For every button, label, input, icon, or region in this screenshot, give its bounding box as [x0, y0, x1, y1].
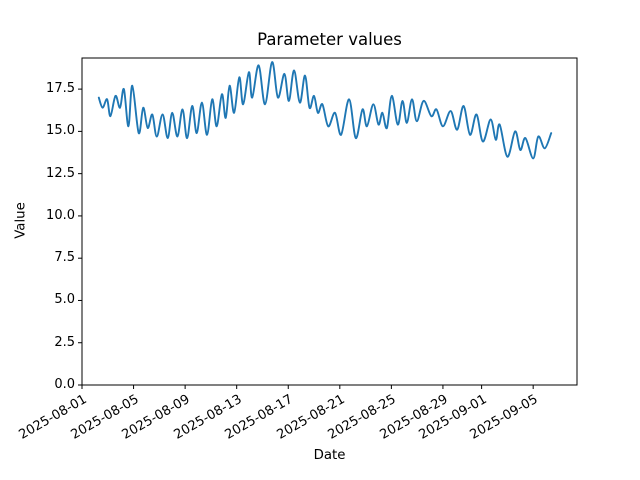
y-tick-label: 10.0 — [46, 207, 75, 223]
line-series — [97, 61, 553, 160]
y-tick-label: 0.0 — [54, 377, 75, 392]
y-tick-label: 7.5 — [54, 250, 75, 266]
x-axis-label: Date — [313, 448, 346, 463]
y-tick-label: 5.0 — [54, 292, 75, 308]
y-tick-label: 15.0 — [46, 123, 75, 139]
axes-frame — [81, 57, 578, 386]
y-tick-label: 2.5 — [54, 334, 75, 350]
y-tick-label: 17.5 — [46, 81, 75, 97]
y-tick-label: 12.5 — [46, 165, 75, 181]
chart-title: Parameter values — [257, 30, 402, 49]
